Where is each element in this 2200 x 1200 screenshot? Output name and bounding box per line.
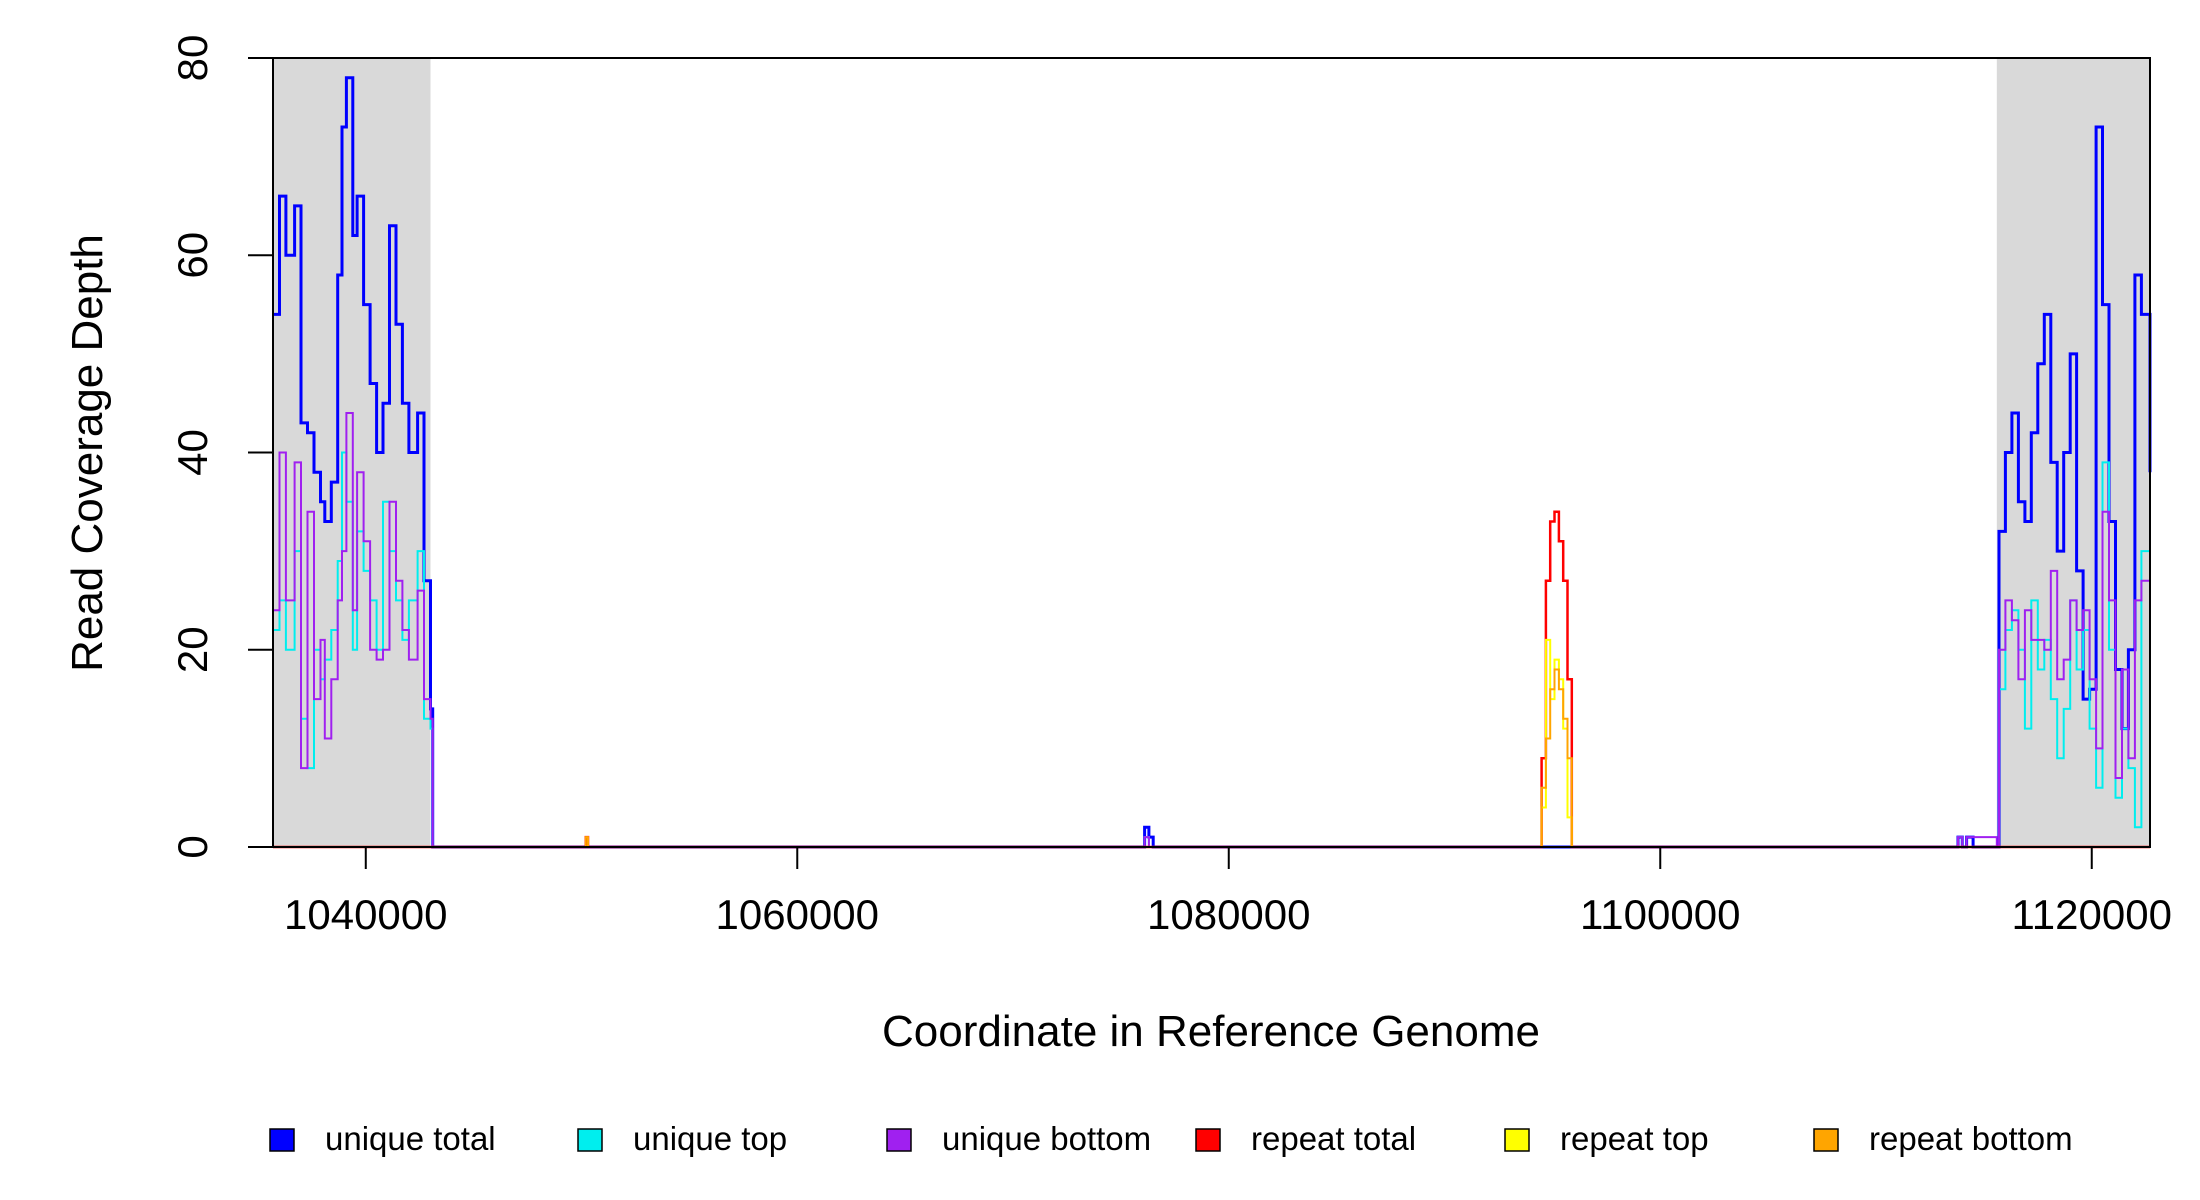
series-line-unique-top — [273, 451, 2151, 848]
y-tick-label: 80 — [169, 35, 216, 82]
series-line-repeat-top — [273, 638, 2150, 848]
x-axis: 1040000 1060000 1080000 1100000 1120000 — [284, 846, 2172, 938]
shaded-region-2 — [1996, 58, 2150, 847]
y-tick-label: 60 — [169, 232, 216, 279]
legend-label-repeat-total: repeat total — [1251, 1120, 1416, 1157]
legend-label-unique-total: unique total — [325, 1120, 496, 1157]
x-tick-label: 1120000 — [2012, 891, 2172, 938]
legend-swatch-repeat-bottom — [1813, 1128, 1839, 1152]
legend-label-repeat-bottom: repeat bottom — [1869, 1120, 2073, 1157]
legend-label-unique-bottom: unique bottom — [942, 1120, 1151, 1157]
legend-label-unique-top: unique top — [633, 1120, 787, 1157]
y-tick-label: 0 — [169, 835, 216, 858]
series-line-unique-total — [273, 76, 2152, 849]
legend-swatch-repeat-total — [1195, 1128, 1221, 1152]
legend: unique total unique top unique bottom repea… — [269, 1120, 2073, 1157]
series-line-unique-bottom — [273, 412, 2151, 848]
x-tick-label: 1080000 — [1147, 891, 1311, 938]
legend-swatch-repeat-top — [1504, 1128, 1530, 1152]
x-axis-label: Coordinate in Reference Genome — [882, 1007, 1540, 1056]
series-line-repeat-total — [273, 510, 2150, 849]
x-tick-label: 1060000 — [716, 891, 880, 938]
legend-swatch-unique-top — [577, 1128, 603, 1152]
y-tick-label: 40 — [169, 429, 216, 476]
x-tick-label: 1040000 — [284, 891, 448, 938]
series-lines — [273, 76, 2152, 849]
x-tick-label: 1100000 — [1580, 891, 1740, 938]
y-axis-label: Read Coverage Depth — [63, 234, 112, 672]
shaded-regions — [273, 58, 2150, 847]
legend-swatch-unique-bottom — [886, 1128, 912, 1152]
legend-swatch-unique-total — [269, 1128, 295, 1152]
series-line-repeat-bottom — [273, 668, 2150, 848]
plot-frame — [272, 57, 2151, 848]
y-tick-label: 20 — [169, 626, 216, 673]
y-axis: 0 20 40 60 80 — [169, 35, 274, 859]
legend-label-repeat-top: repeat top — [1560, 1120, 1709, 1157]
